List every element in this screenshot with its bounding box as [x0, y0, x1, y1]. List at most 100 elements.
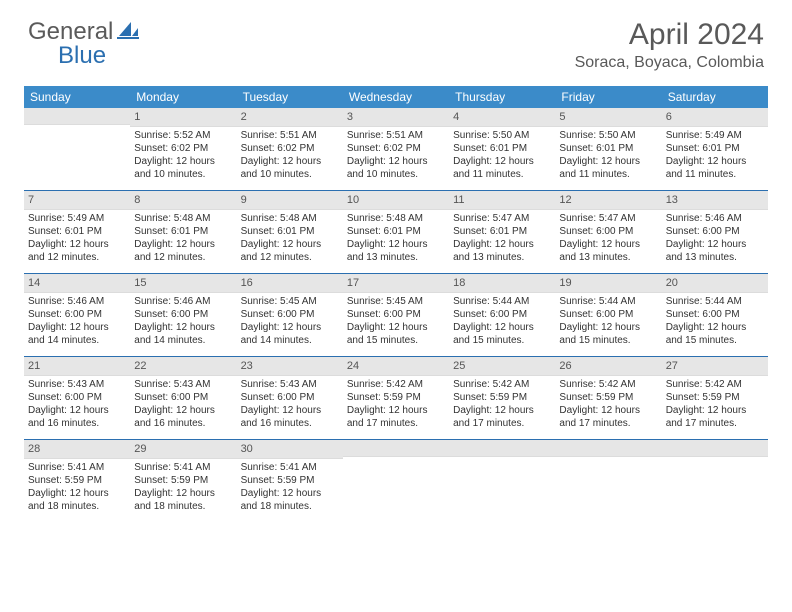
day-cell: 13Sunrise: 5:46 AMSunset: 6:00 PMDayligh… — [662, 191, 768, 273]
day-cell: 17Sunrise: 5:45 AMSunset: 6:00 PMDayligh… — [343, 274, 449, 356]
day-cell — [555, 440, 661, 522]
day-body: Sunrise: 5:49 AMSunset: 6:01 PMDaylight:… — [662, 127, 768, 185]
day-number: 30 — [237, 440, 343, 459]
header: General Blue April 2024 Soraca, Boyaca, … — [0, 0, 792, 78]
day-number: 13 — [662, 191, 768, 210]
day-number: 17 — [343, 274, 449, 293]
day-number: 18 — [449, 274, 555, 293]
day-number-empty — [343, 440, 449, 457]
day-body: Sunrise: 5:46 AMSunset: 6:00 PMDaylight:… — [24, 293, 130, 351]
day-cell: 25Sunrise: 5:42 AMSunset: 5:59 PMDayligh… — [449, 357, 555, 439]
day-body: Sunrise: 5:44 AMSunset: 6:00 PMDaylight:… — [555, 293, 661, 351]
day-cell: 20Sunrise: 5:44 AMSunset: 6:00 PMDayligh… — [662, 274, 768, 356]
day-number: 7 — [24, 191, 130, 210]
day-number: 11 — [449, 191, 555, 210]
day-number: 15 — [130, 274, 236, 293]
day-number: 19 — [555, 274, 661, 293]
day-cell: 19Sunrise: 5:44 AMSunset: 6:00 PMDayligh… — [555, 274, 661, 356]
day-cell: 27Sunrise: 5:42 AMSunset: 5:59 PMDayligh… — [662, 357, 768, 439]
day-number: 24 — [343, 357, 449, 376]
logo-sail-icon — [117, 20, 139, 45]
day-number: 22 — [130, 357, 236, 376]
day-body: Sunrise: 5:46 AMSunset: 6:00 PMDaylight:… — [662, 210, 768, 268]
day-cell: 22Sunrise: 5:43 AMSunset: 6:00 PMDayligh… — [130, 357, 236, 439]
day-number-empty — [662, 440, 768, 457]
day-number: 28 — [24, 440, 130, 459]
day-number: 25 — [449, 357, 555, 376]
day-number: 14 — [24, 274, 130, 293]
day-cell: 3Sunrise: 5:51 AMSunset: 6:02 PMDaylight… — [343, 108, 449, 190]
day-number: 5 — [555, 108, 661, 127]
day-cell: 14Sunrise: 5:46 AMSunset: 6:00 PMDayligh… — [24, 274, 130, 356]
day-cell: 29Sunrise: 5:41 AMSunset: 5:59 PMDayligh… — [130, 440, 236, 522]
day-number: 16 — [237, 274, 343, 293]
day-of-week-cell: Thursday — [449, 86, 555, 108]
day-cell — [662, 440, 768, 522]
day-cell: 4Sunrise: 5:50 AMSunset: 6:01 PMDaylight… — [449, 108, 555, 190]
day-number-empty — [24, 108, 130, 125]
day-cell: 7Sunrise: 5:49 AMSunset: 6:01 PMDaylight… — [24, 191, 130, 273]
day-number: 26 — [555, 357, 661, 376]
day-body: Sunrise: 5:49 AMSunset: 6:01 PMDaylight:… — [24, 210, 130, 268]
day-of-week-cell: Wednesday — [343, 86, 449, 108]
logo: General Blue — [28, 18, 141, 46]
day-body: Sunrise: 5:45 AMSunset: 6:00 PMDaylight:… — [343, 293, 449, 351]
day-cell — [24, 108, 130, 190]
day-body: Sunrise: 5:50 AMSunset: 6:01 PMDaylight:… — [555, 127, 661, 185]
day-cell: 24Sunrise: 5:42 AMSunset: 5:59 PMDayligh… — [343, 357, 449, 439]
calendar: SundayMondayTuesdayWednesdayThursdayFrid… — [24, 86, 768, 522]
logo-text-blue: Blue — [58, 42, 106, 70]
day-body: Sunrise: 5:48 AMSunset: 6:01 PMDaylight:… — [343, 210, 449, 268]
week-row: 14Sunrise: 5:46 AMSunset: 6:00 PMDayligh… — [24, 273, 768, 356]
day-cell: 9Sunrise: 5:48 AMSunset: 6:01 PMDaylight… — [237, 191, 343, 273]
day-number: 21 — [24, 357, 130, 376]
day-number: 8 — [130, 191, 236, 210]
day-number: 23 — [237, 357, 343, 376]
day-number-empty — [449, 440, 555, 457]
day-cell: 8Sunrise: 5:48 AMSunset: 6:01 PMDaylight… — [130, 191, 236, 273]
day-of-week-cell: Monday — [130, 86, 236, 108]
day-cell: 23Sunrise: 5:43 AMSunset: 6:00 PMDayligh… — [237, 357, 343, 439]
day-number: 3 — [343, 108, 449, 127]
day-body: Sunrise: 5:45 AMSunset: 6:00 PMDaylight:… — [237, 293, 343, 351]
day-body: Sunrise: 5:52 AMSunset: 6:02 PMDaylight:… — [130, 127, 236, 185]
day-body: Sunrise: 5:51 AMSunset: 6:02 PMDaylight:… — [237, 127, 343, 185]
day-cell: 2Sunrise: 5:51 AMSunset: 6:02 PMDaylight… — [237, 108, 343, 190]
day-of-week-cell: Sunday — [24, 86, 130, 108]
day-cell: 5Sunrise: 5:50 AMSunset: 6:01 PMDaylight… — [555, 108, 661, 190]
week-row: 28Sunrise: 5:41 AMSunset: 5:59 PMDayligh… — [24, 439, 768, 522]
day-cell: 11Sunrise: 5:47 AMSunset: 6:01 PMDayligh… — [449, 191, 555, 273]
day-body: Sunrise: 5:42 AMSunset: 5:59 PMDaylight:… — [662, 376, 768, 434]
day-number: 2 — [237, 108, 343, 127]
day-body: Sunrise: 5:47 AMSunset: 6:01 PMDaylight:… — [449, 210, 555, 268]
day-body: Sunrise: 5:48 AMSunset: 6:01 PMDaylight:… — [130, 210, 236, 268]
day-cell: 30Sunrise: 5:41 AMSunset: 5:59 PMDayligh… — [237, 440, 343, 522]
day-body: Sunrise: 5:43 AMSunset: 6:00 PMDaylight:… — [237, 376, 343, 434]
title-block: April 2024 Soraca, Boyaca, Colombia — [575, 18, 764, 72]
day-number: 6 — [662, 108, 768, 127]
day-body: Sunrise: 5:44 AMSunset: 6:00 PMDaylight:… — [449, 293, 555, 351]
day-body: Sunrise: 5:47 AMSunset: 6:00 PMDaylight:… — [555, 210, 661, 268]
day-cell — [449, 440, 555, 522]
day-cell — [343, 440, 449, 522]
day-body: Sunrise: 5:43 AMSunset: 6:00 PMDaylight:… — [24, 376, 130, 434]
day-body: Sunrise: 5:48 AMSunset: 6:01 PMDaylight:… — [237, 210, 343, 268]
week-row: 7Sunrise: 5:49 AMSunset: 6:01 PMDaylight… — [24, 190, 768, 273]
day-body: Sunrise: 5:42 AMSunset: 5:59 PMDaylight:… — [343, 376, 449, 434]
day-body: Sunrise: 5:41 AMSunset: 5:59 PMDaylight:… — [24, 459, 130, 517]
day-of-week-cell: Friday — [555, 86, 661, 108]
day-cell: 16Sunrise: 5:45 AMSunset: 6:00 PMDayligh… — [237, 274, 343, 356]
day-body: Sunrise: 5:41 AMSunset: 5:59 PMDaylight:… — [237, 459, 343, 517]
day-cell: 26Sunrise: 5:42 AMSunset: 5:59 PMDayligh… — [555, 357, 661, 439]
day-number: 29 — [130, 440, 236, 459]
day-cell: 15Sunrise: 5:46 AMSunset: 6:00 PMDayligh… — [130, 274, 236, 356]
week-row: 21Sunrise: 5:43 AMSunset: 6:00 PMDayligh… — [24, 356, 768, 439]
day-number: 12 — [555, 191, 661, 210]
day-body: Sunrise: 5:41 AMSunset: 5:59 PMDaylight:… — [130, 459, 236, 517]
day-number-empty — [555, 440, 661, 457]
day-body: Sunrise: 5:50 AMSunset: 6:01 PMDaylight:… — [449, 127, 555, 185]
day-body: Sunrise: 5:46 AMSunset: 6:00 PMDaylight:… — [130, 293, 236, 351]
day-cell: 1Sunrise: 5:52 AMSunset: 6:02 PMDaylight… — [130, 108, 236, 190]
day-cell: 28Sunrise: 5:41 AMSunset: 5:59 PMDayligh… — [24, 440, 130, 522]
day-cell: 18Sunrise: 5:44 AMSunset: 6:00 PMDayligh… — [449, 274, 555, 356]
